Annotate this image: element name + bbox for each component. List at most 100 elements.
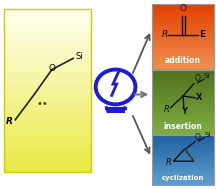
Bar [152,48,214,49]
Bar [152,93,214,95]
Text: Y: Y [181,107,187,116]
Bar [152,56,214,57]
Text: ••: •• [36,99,48,109]
Bar [152,136,214,137]
Bar [152,143,214,144]
Bar [152,179,214,180]
Bar [4,74,91,78]
Bar [4,91,91,94]
Bar [4,117,91,120]
Bar [152,170,214,171]
Bar [152,4,214,5]
Bar [4,101,91,104]
Bar [152,155,214,156]
Bar [152,26,214,27]
Bar [152,160,214,161]
Bar [152,168,214,169]
Bar [4,32,91,36]
Bar [152,47,214,48]
Bar [152,13,214,14]
Bar [152,35,214,36]
Bar [152,117,214,118]
Bar [4,139,91,143]
Bar [4,97,91,101]
Bar [152,162,214,163]
Bar [4,120,91,123]
Bar [152,34,214,35]
Bar [152,105,214,106]
Bar [152,174,214,175]
Bar [152,147,214,148]
Bar [152,122,214,123]
Bar [152,21,214,22]
Bar [152,62,214,64]
Bar [152,167,214,168]
Bar [152,36,214,38]
Text: O: O [49,64,56,73]
Bar [152,71,214,73]
Bar [152,141,214,142]
Text: R: R [165,158,171,167]
Bar [4,78,91,81]
Bar [152,75,214,77]
Bar [152,163,214,164]
Bar [152,88,214,90]
Bar [152,180,214,181]
Bar [152,14,214,15]
Bar [4,146,91,149]
Bar [152,78,214,79]
Bar [152,110,214,112]
Text: Si: Si [76,52,83,61]
Bar [152,53,214,55]
Bar [152,80,214,82]
Bar [4,26,91,29]
Bar [152,39,214,40]
Bar [4,166,91,169]
Bar [152,114,214,116]
Bar [4,88,91,91]
Bar [152,57,214,59]
Bar [152,172,214,173]
Text: O: O [195,133,201,142]
Bar [152,154,214,155]
Bar [152,135,214,136]
Bar [4,22,91,26]
Text: R: R [164,105,170,114]
Bar [152,121,214,122]
Bar [152,23,214,25]
Bar [152,74,214,75]
Bar [152,102,214,104]
Bar [152,22,214,23]
Circle shape [96,70,135,104]
Bar [152,70,214,71]
Bar [152,40,214,42]
Bar [152,30,214,31]
Bar [4,149,91,153]
Bar [4,29,91,32]
Bar [4,61,91,65]
Bar [152,90,214,91]
Bar [152,158,214,159]
Bar [152,33,214,34]
Bar [152,156,214,157]
Bar [152,177,214,178]
Bar [152,97,214,99]
Bar [152,119,214,121]
Bar [152,42,214,43]
Bar [152,19,214,21]
Bar [152,43,214,44]
Bar [152,153,214,154]
Bar [152,108,214,109]
Bar [152,165,214,166]
Bar [152,125,214,126]
Bar [152,86,214,87]
Bar [152,146,214,147]
Bar [152,173,214,174]
Bar [4,36,91,39]
Bar [152,17,214,18]
Bar [152,29,214,30]
Bar [152,46,214,47]
Bar [4,19,91,22]
Text: R: R [6,117,13,126]
Bar [4,94,91,97]
